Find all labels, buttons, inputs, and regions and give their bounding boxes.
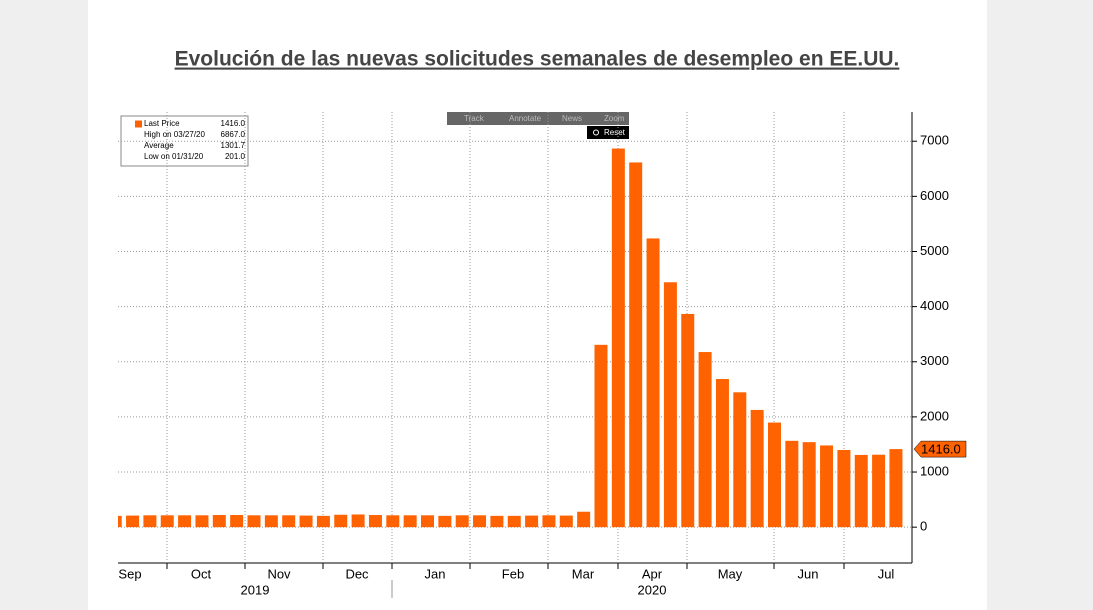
bar [195,515,209,528]
bar [178,515,192,528]
x-tick-label: Nov [267,566,291,581]
bar [698,352,712,528]
legend-value: 6867.0 [221,130,246,139]
year-label: 2020 [638,582,667,597]
bar [507,515,521,528]
bar [160,515,174,528]
legend-name: Average [144,141,174,150]
legend-name: Last Price [144,119,180,128]
bar [230,515,244,528]
year-label: 2019 [241,582,270,597]
bar [299,515,313,528]
toolbar-item[interactable]: News [562,114,582,123]
bar [334,514,348,528]
legend-value: 1301.7 [221,141,246,150]
x-tick-label: Feb [502,566,524,581]
legend-name: High on 03/27/20 [144,130,205,139]
toolbar-item[interactable]: Zoom [604,114,625,123]
bar [282,515,296,528]
bar [611,148,625,528]
x-tick-label: Sep [118,566,141,581]
bar [854,454,868,528]
y-tick-label: 6000 [920,188,949,203]
x-tick-label: Jan [425,566,446,581]
legend-value: 201.0 [225,152,246,161]
bar [802,442,816,528]
bar [490,515,504,528]
bar [247,515,261,528]
y-tick-label: 2000 [920,408,949,423]
bar [837,449,851,528]
toolbar [447,112,629,125]
bar [629,162,643,528]
bar [715,379,729,528]
bar [351,514,365,528]
last-price-tag [913,440,967,458]
x-tick-label: Jun [798,566,819,581]
toolbar-item[interactable]: Track [464,114,485,123]
bar [316,515,330,528]
bar [681,313,695,528]
panel [88,0,987,610]
x-tick-label: May [718,566,743,581]
y-tick-label: 5000 [920,243,949,258]
bar [473,515,487,528]
bar [126,515,140,528]
bar [733,392,747,528]
bar [438,515,452,528]
x-tick-label: Jul [878,566,895,581]
reset-icon [593,129,599,136]
bar [820,445,834,528]
bar [559,515,573,528]
bar [768,422,781,528]
y-tick-label: 0 [920,519,927,534]
bar [750,409,764,528]
bar [143,515,157,528]
y-tick-label: 1000 [920,463,949,478]
y-tick-label: 7000 [920,133,949,148]
bar [212,515,226,528]
x-tick-label: Mar [572,566,595,581]
bar [264,515,278,528]
bar [542,515,556,528]
legend-name: Low on 01/31/20 [144,152,204,161]
bar [403,515,417,528]
legend-swatch [135,120,142,128]
chart-title: Evolución de las nuevas solicitudes sema… [175,48,900,71]
legend-value: 1416.0 [221,119,246,128]
y-tick-label: 4000 [920,298,949,313]
x-tick-label: Oct [191,566,212,581]
reset-label[interactable]: Reset [604,128,626,137]
bar [421,515,434,528]
x-tick-label: Dec [345,566,369,581]
bar [889,449,903,528]
bar [872,454,886,528]
y-tick-label: 3000 [920,353,949,368]
bar [455,515,469,528]
bar [646,238,660,528]
bar [386,515,400,528]
reset-button[interactable] [587,126,629,139]
bar [525,515,539,528]
x-tick-label: Apr [642,566,663,581]
bar [577,511,591,528]
bar [785,440,799,528]
toolbar-item[interactable]: Annotate [509,114,542,123]
bar [118,515,122,528]
bar [663,282,677,528]
bar [594,344,608,528]
last-price-label: 1416.0 [921,442,961,457]
bar [368,515,382,528]
